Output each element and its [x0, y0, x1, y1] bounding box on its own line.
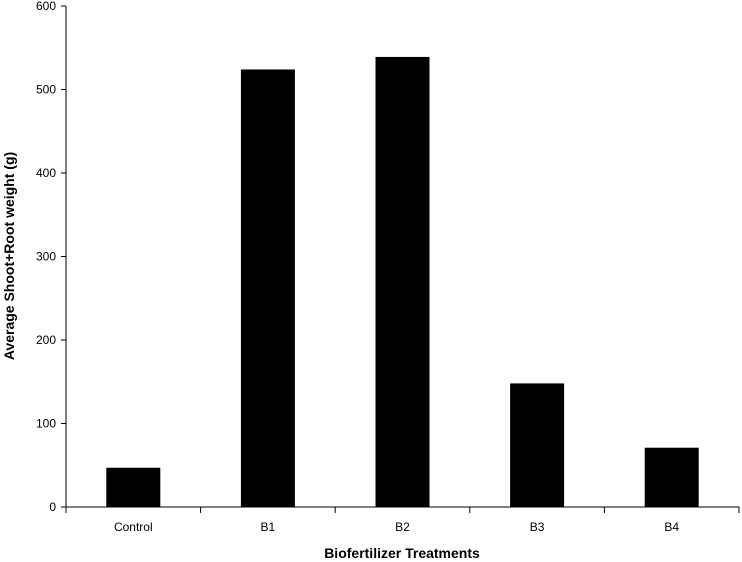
y-tick-label: 500	[36, 83, 56, 97]
y-tick-label: 100	[36, 417, 56, 431]
x-axis-title: Biofertilizer Treatments	[324, 545, 480, 561]
bar-b4	[644, 447, 699, 507]
x-tick-label-b3: B3	[530, 520, 545, 534]
y-tick-label: 0	[49, 500, 56, 514]
bar-b2	[375, 56, 430, 508]
y-tick-label: 600	[36, 0, 56, 13]
bar-b1	[240, 69, 295, 508]
bar-b3	[510, 383, 565, 507]
bars-group	[106, 56, 699, 508]
y-tick-label: 200	[36, 333, 56, 347]
y-axis-title: Average Shoot+Root weight (g)	[1, 152, 17, 360]
y-axis: 0 100 200 300 400 500 600	[36, 0, 67, 514]
x-axis: Control B1 B2 B3 B4	[65, 506, 740, 534]
x-tick-label-b4: B4	[664, 520, 679, 534]
y-tick-label: 400	[36, 166, 56, 180]
bar-control	[106, 467, 161, 507]
y-tick-label: 300	[36, 250, 56, 264]
x-tick-label-b1: B1	[261, 520, 276, 534]
x-tick-label-b2: B2	[395, 520, 410, 534]
x-tick-label-control: Control	[114, 520, 153, 534]
